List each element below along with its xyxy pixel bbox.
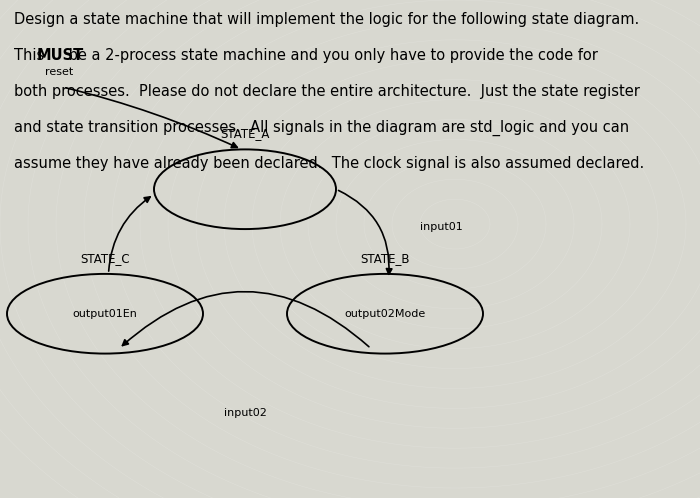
Text: STATE_B: STATE_B (360, 252, 409, 265)
Text: output02Mode: output02Mode (344, 309, 426, 319)
Text: assume they have already been declared.  The clock signal is also assumed declar: assume they have already been declared. … (14, 156, 644, 171)
Text: reset: reset (46, 67, 74, 77)
Text: MUST: MUST (36, 48, 84, 63)
Text: input01: input01 (420, 222, 463, 232)
Text: input02: input02 (223, 408, 267, 418)
Text: Design a state machine that will implement the logic for the following state dia: Design a state machine that will impleme… (14, 12, 639, 27)
Text: This: This (14, 48, 49, 63)
Text: be a 2-process state machine and you only have to provide the code for: be a 2-process state machine and you onl… (64, 48, 598, 63)
Text: output01En: output01En (73, 309, 137, 319)
Text: STATE_C: STATE_C (80, 252, 130, 265)
Text: and state transition processes.  All signals in the diagram are std_logic and yo: and state transition processes. All sign… (14, 120, 629, 136)
Text: both processes.  Please do not declare the entire architecture.  Just the state : both processes. Please do not declare th… (14, 84, 640, 99)
Text: STATE_A: STATE_A (220, 127, 270, 140)
